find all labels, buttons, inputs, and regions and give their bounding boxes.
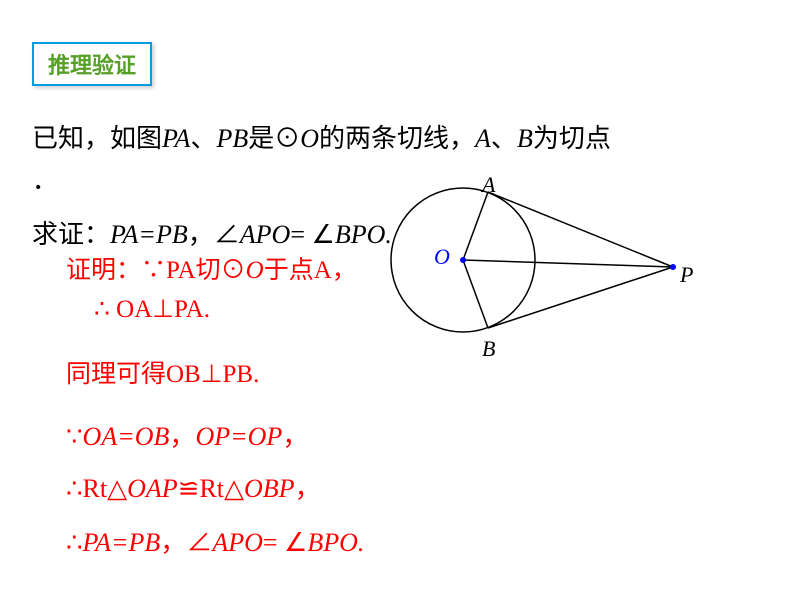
- t: 为切点: [533, 124, 611, 153]
- diagram-svg: [378, 160, 718, 360]
- t: 是⊙: [248, 124, 300, 153]
- t: ，: [160, 528, 186, 557]
- t: ∠: [186, 528, 212, 557]
- label-o: O: [434, 244, 450, 270]
- t: 证明：∵PA切⊙: [66, 257, 246, 284]
- label-p: P: [680, 262, 693, 288]
- tangent-diagram: A B O P: [378, 160, 718, 365]
- t: ∴Rt△: [66, 474, 127, 503]
- t: 的两条切线，: [319, 124, 475, 153]
- t: O: [246, 257, 264, 284]
- t: ，: [169, 422, 195, 451]
- t: OP=OP: [195, 422, 282, 451]
- t: APO: [212, 528, 263, 557]
- proof-step5: ∴Rt△OAP≌Rt△OBP，: [66, 468, 321, 505]
- t: .: [358, 528, 365, 557]
- t: OBP: [244, 474, 295, 503]
- problem-dot: ．: [32, 160, 58, 197]
- t: O: [300, 124, 319, 153]
- t: 、: [190, 124, 216, 153]
- t: 、: [491, 124, 517, 153]
- badge-box: 推理验证: [32, 42, 152, 86]
- problem-line1: 已知，如图PA、PB是⊙O的两条切线，A、B为切点: [32, 118, 611, 155]
- badge-text: 推理验证: [48, 53, 136, 78]
- t: ∠: [284, 528, 307, 557]
- t: PA: [162, 124, 190, 153]
- label-a: A: [482, 172, 495, 198]
- t: OAP: [127, 474, 178, 503]
- t: APO: [240, 220, 291, 249]
- proof-step1: 证明：∵PA切⊙O于点A，: [66, 250, 357, 286]
- t: ∵: [66, 422, 83, 451]
- t: ∠: [312, 220, 335, 249]
- t: ∠: [214, 220, 240, 249]
- proof-step2: ∴ OA⊥PA.: [94, 294, 210, 324]
- t: PA=PB: [83, 528, 161, 557]
- t: B: [517, 124, 533, 153]
- t: ，: [282, 422, 308, 451]
- t: ，: [295, 474, 321, 503]
- t: =: [263, 528, 284, 557]
- proof-step3: 同理可得OB⊥PB.: [66, 354, 259, 390]
- proof-step4: ∵OA=OB，OP=OP，: [66, 416, 308, 453]
- t: ≌Rt△: [178, 474, 244, 503]
- t: BPO: [307, 528, 358, 557]
- t: ，: [188, 220, 214, 249]
- t: PB: [216, 124, 248, 153]
- t: ∴: [66, 528, 83, 557]
- proof-step6: ∴PA=PB，∠APO= ∠BPO.: [66, 522, 364, 559]
- t: PA=PB: [110, 220, 188, 249]
- t: 已知，如图: [32, 124, 162, 153]
- problem-line2: 求证：PA=PB，∠APO= ∠BPO.: [32, 214, 392, 251]
- t: 求证：: [32, 220, 110, 249]
- t: =: [290, 220, 311, 249]
- t: A: [475, 124, 491, 153]
- t: OA=OB: [83, 422, 170, 451]
- label-b: B: [482, 336, 495, 362]
- t: 于点A，: [264, 257, 357, 284]
